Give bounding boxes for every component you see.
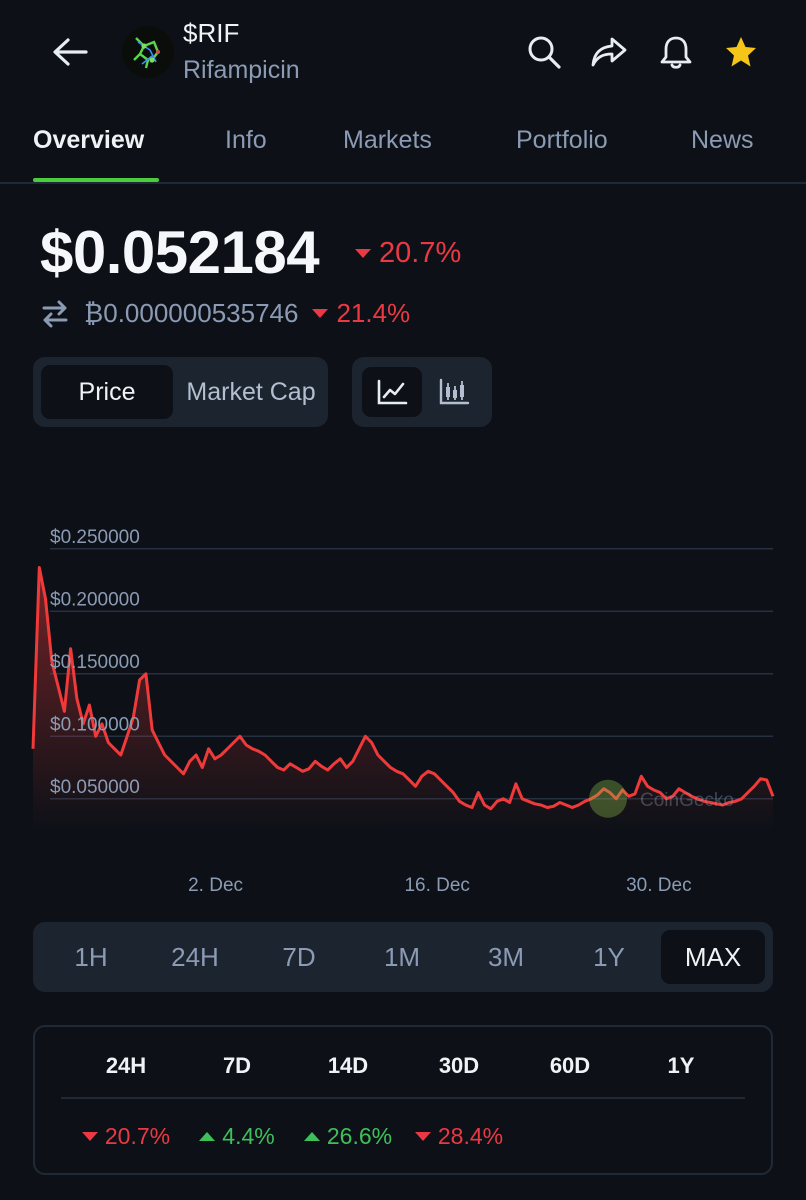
up-triangle-icon	[199, 1132, 216, 1141]
range-max[interactable]: MAX	[661, 930, 765, 984]
perf-value-text: 26.6%	[326, 1123, 393, 1149]
chart-metric-toggle: Price Market Cap	[33, 357, 328, 427]
btc-price-row: ₿0.000000535746 21.4%	[40, 298, 410, 329]
up-triangle-icon	[303, 1132, 320, 1141]
back-arrow-icon	[53, 38, 88, 66]
tab-info[interactable]: Info	[225, 126, 267, 154]
price-line	[31, 566, 775, 811]
y-tick-label: $0.050000	[50, 777, 140, 798]
perf-value-text: 28.4%	[437, 1123, 504, 1149]
y-tick-label: $0.100000	[50, 714, 140, 735]
perf-value-30d: 28.4%	[399, 1123, 519, 1150]
search-icon	[528, 36, 561, 69]
perf-header-60d: 60D	[549, 1053, 591, 1078]
tab-bar: Overview Info Markets Portfolio News	[0, 110, 806, 184]
share-button[interactable]	[587, 30, 631, 74]
bell-icon	[660, 36, 692, 69]
tab-overview[interactable]: Overview	[33, 126, 145, 154]
y-tick-label: $0.200000	[50, 589, 140, 610]
share-icon	[591, 37, 627, 67]
down-triangle-icon	[312, 309, 329, 318]
perf-header-7d: 7D	[222, 1053, 252, 1078]
perf-value-text: 20.7%	[104, 1123, 171, 1149]
price-chart[interactable]: $0.250000 $0.200000 $0.150000 $0.100000 $0.0…	[0, 520, 806, 910]
y-tick-label: $0.250000	[50, 527, 140, 548]
usd-price: $0.052184	[40, 219, 320, 286]
market-cap-toggle[interactable]: Market Cap	[186, 377, 316, 406]
btc-change-value: 21.4%	[336, 298, 411, 328]
divider	[61, 1097, 745, 1099]
tab-markets[interactable]: Markets	[343, 126, 432, 154]
perf-value-14d: 26.6%	[288, 1123, 408, 1150]
range-3m[interactable]: 3M	[487, 941, 525, 972]
x-tick-label: 2. Dec	[188, 875, 243, 896]
perf-header-30d: 30D	[438, 1053, 480, 1078]
range-24h[interactable]: 24H	[171, 941, 219, 972]
price-chart-svg: $0.250000 $0.200000 $0.150000 $0.100000 $0.0…	[31, 527, 775, 896]
alert-button[interactable]	[654, 30, 698, 74]
tab-portfolio[interactable]: Portfolio	[516, 126, 608, 154]
range-1m[interactable]: 1M	[383, 941, 421, 972]
tab-news[interactable]: News	[691, 126, 754, 154]
candlestick-chart-button[interactable]	[424, 367, 484, 417]
perf-value-7d: 4.4%	[177, 1123, 297, 1150]
range-1y[interactable]: 1Y	[593, 941, 625, 972]
star-icon	[726, 37, 756, 67]
swap-arrows-icon	[42, 300, 68, 327]
perf-header-14d: 14D	[327, 1053, 369, 1078]
line-chart-icon	[377, 379, 408, 405]
candlestick-icon	[439, 378, 470, 405]
coin-symbol: $RIF	[183, 18, 240, 48]
y-tick-label: $0.150000	[50, 652, 140, 673]
coin-name: Rifampicin	[183, 56, 300, 84]
price-toggle[interactable]: Price	[41, 365, 173, 419]
price-area	[33, 567, 773, 830]
btc-price-change: 21.4%	[312, 298, 410, 329]
watermark-text: CoinGecko	[640, 790, 734, 811]
coin-logo	[122, 26, 174, 78]
down-triangle-icon	[355, 249, 371, 258]
usd-change-value: 20.7%	[379, 237, 462, 269]
time-range-selector: 1H 24H 7D 1M 3M 1Y MAX	[33, 922, 773, 992]
perf-header-1y: 1Y	[667, 1053, 695, 1078]
perf-header-24h: 24H	[105, 1053, 147, 1078]
range-1h[interactable]: 1H	[74, 941, 108, 972]
btc-price: ₿0.000000535746	[84, 298, 299, 328]
back-button[interactable]	[48, 30, 92, 74]
down-triangle-icon	[414, 1132, 431, 1141]
search-button[interactable]	[522, 30, 566, 74]
coingecko-logo-icon	[589, 779, 627, 818]
perf-value-24h: 20.7%	[66, 1123, 186, 1150]
chart-type-toggle	[352, 357, 492, 427]
range-7d[interactable]: 7D	[282, 941, 316, 972]
x-tick-label: 30. Dec	[626, 875, 691, 896]
down-triangle-icon	[81, 1132, 98, 1141]
perf-value-text: 4.4%	[222, 1123, 275, 1149]
app-header: $RIF Rifampicin	[0, 0, 806, 105]
active-tab-indicator	[33, 178, 159, 182]
line-chart-button[interactable]	[362, 367, 422, 417]
x-tick-label: 16. Dec	[404, 875, 469, 896]
watchlist-button[interactable]	[719, 30, 763, 74]
usd-price-change: 20.7%	[355, 237, 461, 270]
price-performance-table: 24H 7D 14D 30D 60D 1Y 20.7% 4.4% 26.6% 2…	[33, 1025, 773, 1175]
